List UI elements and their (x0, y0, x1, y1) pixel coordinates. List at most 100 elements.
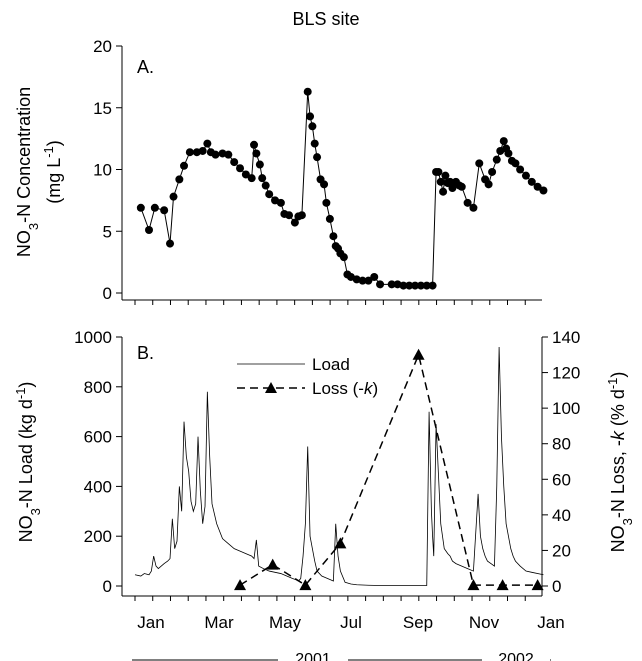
label-part: NO (608, 525, 628, 552)
label-part: k (608, 430, 628, 440)
x-axis-month-label: Jan (137, 613, 164, 632)
panel-a-point (499, 137, 508, 146)
loss-triangle-marker (299, 579, 312, 591)
x-axis-month-label: Mar (204, 613, 234, 632)
panel-b-y-label-left-text: NO3-N Load (kg d-1) (13, 382, 43, 543)
panel-a-axes: 0 5 10 15 20 (93, 37, 542, 305)
panel-a-point (310, 139, 319, 148)
loss-triangle-marker (412, 348, 425, 360)
panel-a-point (411, 281, 420, 290)
panel-b-y-tick-label-left: 800 (84, 378, 112, 397)
panel-a-point (370, 272, 379, 281)
panel-a-point (511, 159, 520, 168)
x-axis-months: Jan Mar May Jul Sep Nov Jan (137, 613, 564, 632)
year-bar: 2001 2002 (132, 651, 551, 661)
panel-b-y-tick-label-right: 60 (552, 470, 571, 489)
panel-a-point (521, 171, 530, 180)
panel-a-point (230, 158, 239, 167)
panel-a-point (169, 192, 178, 201)
legend-loss-triangle (265, 382, 277, 393)
loss-triangle-marker (496, 579, 509, 591)
panel-a-point (136, 203, 145, 212)
label-part: 3 (28, 508, 43, 515)
panel-a-point (387, 280, 396, 289)
panel-a-point (504, 149, 513, 158)
panel-a-point (358, 276, 367, 285)
panel-a-point (166, 239, 175, 248)
label-part: -N Loss, - (608, 440, 628, 518)
panel-b-data (134, 346, 544, 591)
panel-a-point (405, 281, 414, 290)
panel-a-data (136, 87, 548, 290)
label-part: ) (44, 140, 64, 146)
panel-a-point (325, 214, 334, 223)
legend-loss-label: Loss (-k) (312, 379, 378, 398)
panel-b-y-tick-label-left: 400 (84, 477, 112, 496)
panel-a-point (488, 167, 497, 176)
legend-load-label: Load (312, 355, 350, 374)
panel-b-y-tick-label-right: 100 (552, 399, 580, 418)
load-series-line (134, 346, 544, 586)
panel-a-point (364, 276, 373, 285)
loss-triangle-marker (234, 579, 247, 591)
year-label-2001: 2001 (295, 651, 331, 661)
panel-a-point (145, 226, 154, 235)
panel-b-label: B. (137, 343, 154, 363)
panel-a-point (448, 184, 457, 193)
panel-a-point (224, 150, 233, 159)
panel-b-y-tick-label-right: 40 (552, 506, 571, 525)
panel-a-y-label: NO3-N Concentration (mg L-1) (14, 87, 64, 257)
label-part: -N Concentration (14, 87, 34, 223)
panel-a-point (469, 203, 478, 212)
figure-title: BLS site (292, 9, 359, 29)
panel-a-point (516, 165, 525, 174)
label-part: -1 (41, 146, 56, 158)
label-part: k (364, 379, 374, 398)
loss-triangle-marker (531, 579, 544, 591)
panel-a-point (527, 177, 536, 186)
panel-b-y-tick-label-left: 1000 (74, 328, 112, 347)
panel-a-point (258, 174, 267, 183)
panel-a-point (276, 198, 285, 207)
panel-a-point (436, 177, 445, 186)
x-axis-month-label: Jan (537, 613, 564, 632)
label-part: -1 (605, 378, 620, 390)
panel-a-point (434, 167, 443, 176)
panel-a-point (203, 139, 212, 148)
panel-a-point (241, 170, 250, 179)
label-part: ) (16, 382, 36, 388)
panel-b-y-tick-label-right: 140 (552, 328, 580, 347)
panel-b-y-label-right: NO3-N Loss, -k (% d-1) (605, 372, 635, 553)
label-part: ) (608, 372, 628, 378)
panel-a-point (539, 186, 548, 195)
panel-a-point (313, 153, 322, 162)
panel-a-y-tick-label: 0 (103, 284, 112, 303)
panel-a-point (422, 281, 431, 290)
panel-b-y-tick-label-right: 0 (552, 577, 561, 596)
panel-a-point (211, 150, 220, 159)
panel-b-y-tick-label-right: 20 (552, 541, 571, 560)
panel-a-point (250, 140, 259, 149)
panel-a-point (261, 181, 270, 190)
panel-a-point (236, 164, 245, 173)
panel-b-axes: 0 200 400 600 800 1000 0 20 40 60 80 100 120 140 (74, 328, 580, 601)
panel-a-point (247, 174, 256, 183)
panel-a-point (484, 180, 493, 189)
label-part: Loss (- (312, 379, 364, 398)
label-part: ) (372, 379, 378, 398)
x-axis-month-label: Jul (340, 613, 362, 632)
x-axis-month-label: May (269, 613, 302, 632)
year-label-2002: 2002 (498, 651, 534, 661)
loss-triangle-marker (266, 558, 279, 570)
panel-a-point (150, 203, 159, 212)
panel-a-point (416, 281, 425, 290)
panel-b-y-tick-label-left: 200 (84, 527, 112, 546)
panel-a-point (185, 148, 194, 157)
x-axis-month-label: Sep (403, 613, 433, 632)
panel-b: 0 200 400 600 800 1000 0 20 40 60 80 100 120 140 B. N… (13, 328, 635, 601)
label-part: -1 (13, 388, 28, 400)
panel-a-point (252, 149, 261, 158)
panel-a-point (463, 198, 472, 207)
